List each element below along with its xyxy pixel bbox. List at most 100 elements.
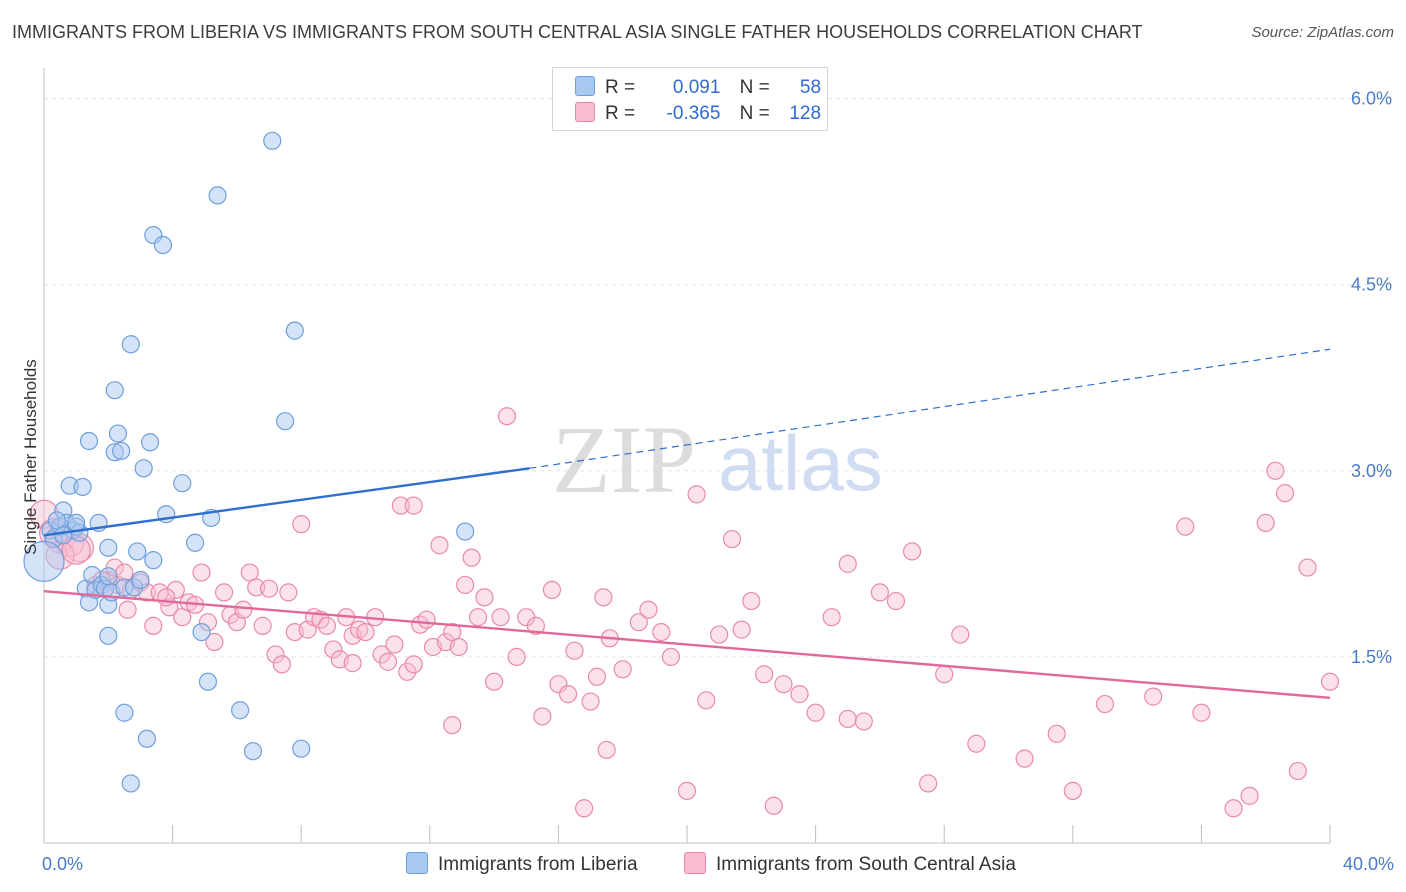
data-point-liberia [198, 672, 218, 691]
legend-row-sca: R = -0.365 N = 128 [575, 102, 821, 126]
data-point-sca [838, 554, 857, 573]
data-point-sca [1288, 761, 1307, 781]
data-point-sca [1144, 687, 1163, 706]
data-point-sca [1224, 799, 1243, 818]
data-point-liberia [186, 533, 205, 552]
data-point-sca [838, 709, 857, 729]
legend-r-label: R = [605, 77, 636, 98]
data-point-sca [1095, 694, 1115, 714]
data-point-sca [886, 591, 906, 611]
data-point-liberia [54, 526, 73, 545]
data-point-sca [652, 622, 671, 642]
chart-title: IMMIGRANTS FROM LIBERIA VS IMMIGRANTS FR… [12, 22, 1143, 42]
data-point-liberia [115, 703, 134, 722]
data-point-sca [661, 647, 681, 667]
data-point-sca [497, 407, 517, 426]
data-point-sca [533, 707, 552, 726]
data-point-liberia [99, 567, 118, 586]
data-point-sca [1176, 517, 1195, 536]
legend-row-liberia: R = 0.091 N = 58 [575, 76, 821, 100]
y-tick-label: 6.0% [1351, 89, 1392, 109]
data-point-liberia [131, 570, 150, 590]
data-point-sca [1047, 724, 1066, 743]
data-point-sca [253, 616, 272, 635]
bottom-legend-label-sca: Immigrants from South Central Asia [716, 854, 1016, 875]
trend-line-liberia-extension [529, 348, 1331, 469]
data-point-sca [806, 703, 825, 722]
y-tick-labels: 1.5% 3.0% 4.5% 6.0% [1351, 89, 1392, 667]
data-point-sca [677, 781, 697, 800]
data-point-liberia [173, 474, 192, 493]
data-point-sca [272, 655, 292, 674]
data-point-sca [417, 610, 436, 629]
data-point-sca [722, 529, 742, 549]
y-tick-label: 1.5% [1351, 647, 1392, 667]
data-point-sca [764, 796, 783, 815]
data-point-sca [456, 575, 475, 595]
bottom-legend-label-liberia: Immigrants from Liberia [438, 854, 638, 875]
data-point-sca [581, 692, 600, 711]
data-point-liberia [153, 235, 173, 255]
data-point-sca [687, 485, 706, 504]
data-point-sca [485, 672, 504, 691]
data-point-liberia [73, 477, 92, 497]
trend-line-sca [43, 589, 1331, 700]
data-point-sca [157, 588, 176, 607]
x-tick-label: 0.0% [42, 854, 83, 874]
data-point-liberia [140, 433, 160, 452]
data-point-sca [449, 637, 468, 657]
data-point-sca [462, 548, 481, 567]
data-point-sca [324, 640, 343, 659]
data-point-sca [790, 685, 809, 704]
data-point-sca [292, 515, 311, 534]
data-point-sca [404, 496, 423, 515]
data-point-liberia [112, 441, 131, 461]
data-point-sca [144, 616, 163, 635]
data-point-sca [372, 645, 391, 664]
correlation-legend: R = 0.091 N = 58 R = -0.365 N = 128 [552, 67, 828, 131]
data-point-liberia [285, 321, 304, 340]
bottom-legend-liberia: Immigrants from Liberia [406, 852, 638, 876]
data-point-sca [378, 652, 398, 671]
legend-n-value-liberia: 58 [799, 77, 822, 98]
data-point-sca [468, 608, 488, 627]
data-point-liberia [231, 701, 250, 720]
data-point-sca [1320, 672, 1340, 691]
data-point-sca [613, 660, 632, 679]
data-point-sca [391, 496, 410, 515]
data-point-sca [594, 588, 613, 607]
data-point-sca [234, 600, 253, 619]
data-point-sca [317, 616, 337, 635]
data-point-liberia [276, 412, 295, 431]
data-point-sca [639, 600, 658, 619]
data-point-sca [1192, 703, 1211, 722]
data-point-sca [919, 774, 938, 793]
legend-n-label: N = [739, 103, 770, 124]
data-point-sca [118, 600, 137, 619]
data-point-liberia [79, 431, 99, 451]
data-point-liberia [137, 729, 156, 748]
data-point-sca [549, 675, 568, 694]
axes [43, 68, 1331, 844]
data-point-liberia [121, 774, 140, 793]
data-point-liberia [208, 186, 227, 205]
data-point-liberia [292, 739, 311, 758]
data-point-sca [430, 536, 449, 555]
data-point-sca [1240, 786, 1259, 805]
data-point-sca [597, 740, 616, 760]
legend-swatch-liberia [575, 76, 595, 96]
data-point-sca [205, 632, 224, 652]
data-point-sca [166, 580, 185, 600]
data-point-sca [266, 645, 285, 664]
data-point-sca [1266, 461, 1285, 480]
data-point-sca [247, 578, 266, 597]
data-point-liberia [99, 538, 118, 557]
y-tick-label: 4.5% [1351, 275, 1392, 295]
data-point-liberia [243, 742, 263, 761]
data-point-sca [1015, 749, 1034, 768]
data-point-sca [443, 716, 462, 735]
data-point-sca [697, 691, 716, 710]
data-point-sca [404, 655, 423, 674]
data-point-sca [1275, 484, 1295, 503]
data-point-sca [356, 622, 375, 642]
